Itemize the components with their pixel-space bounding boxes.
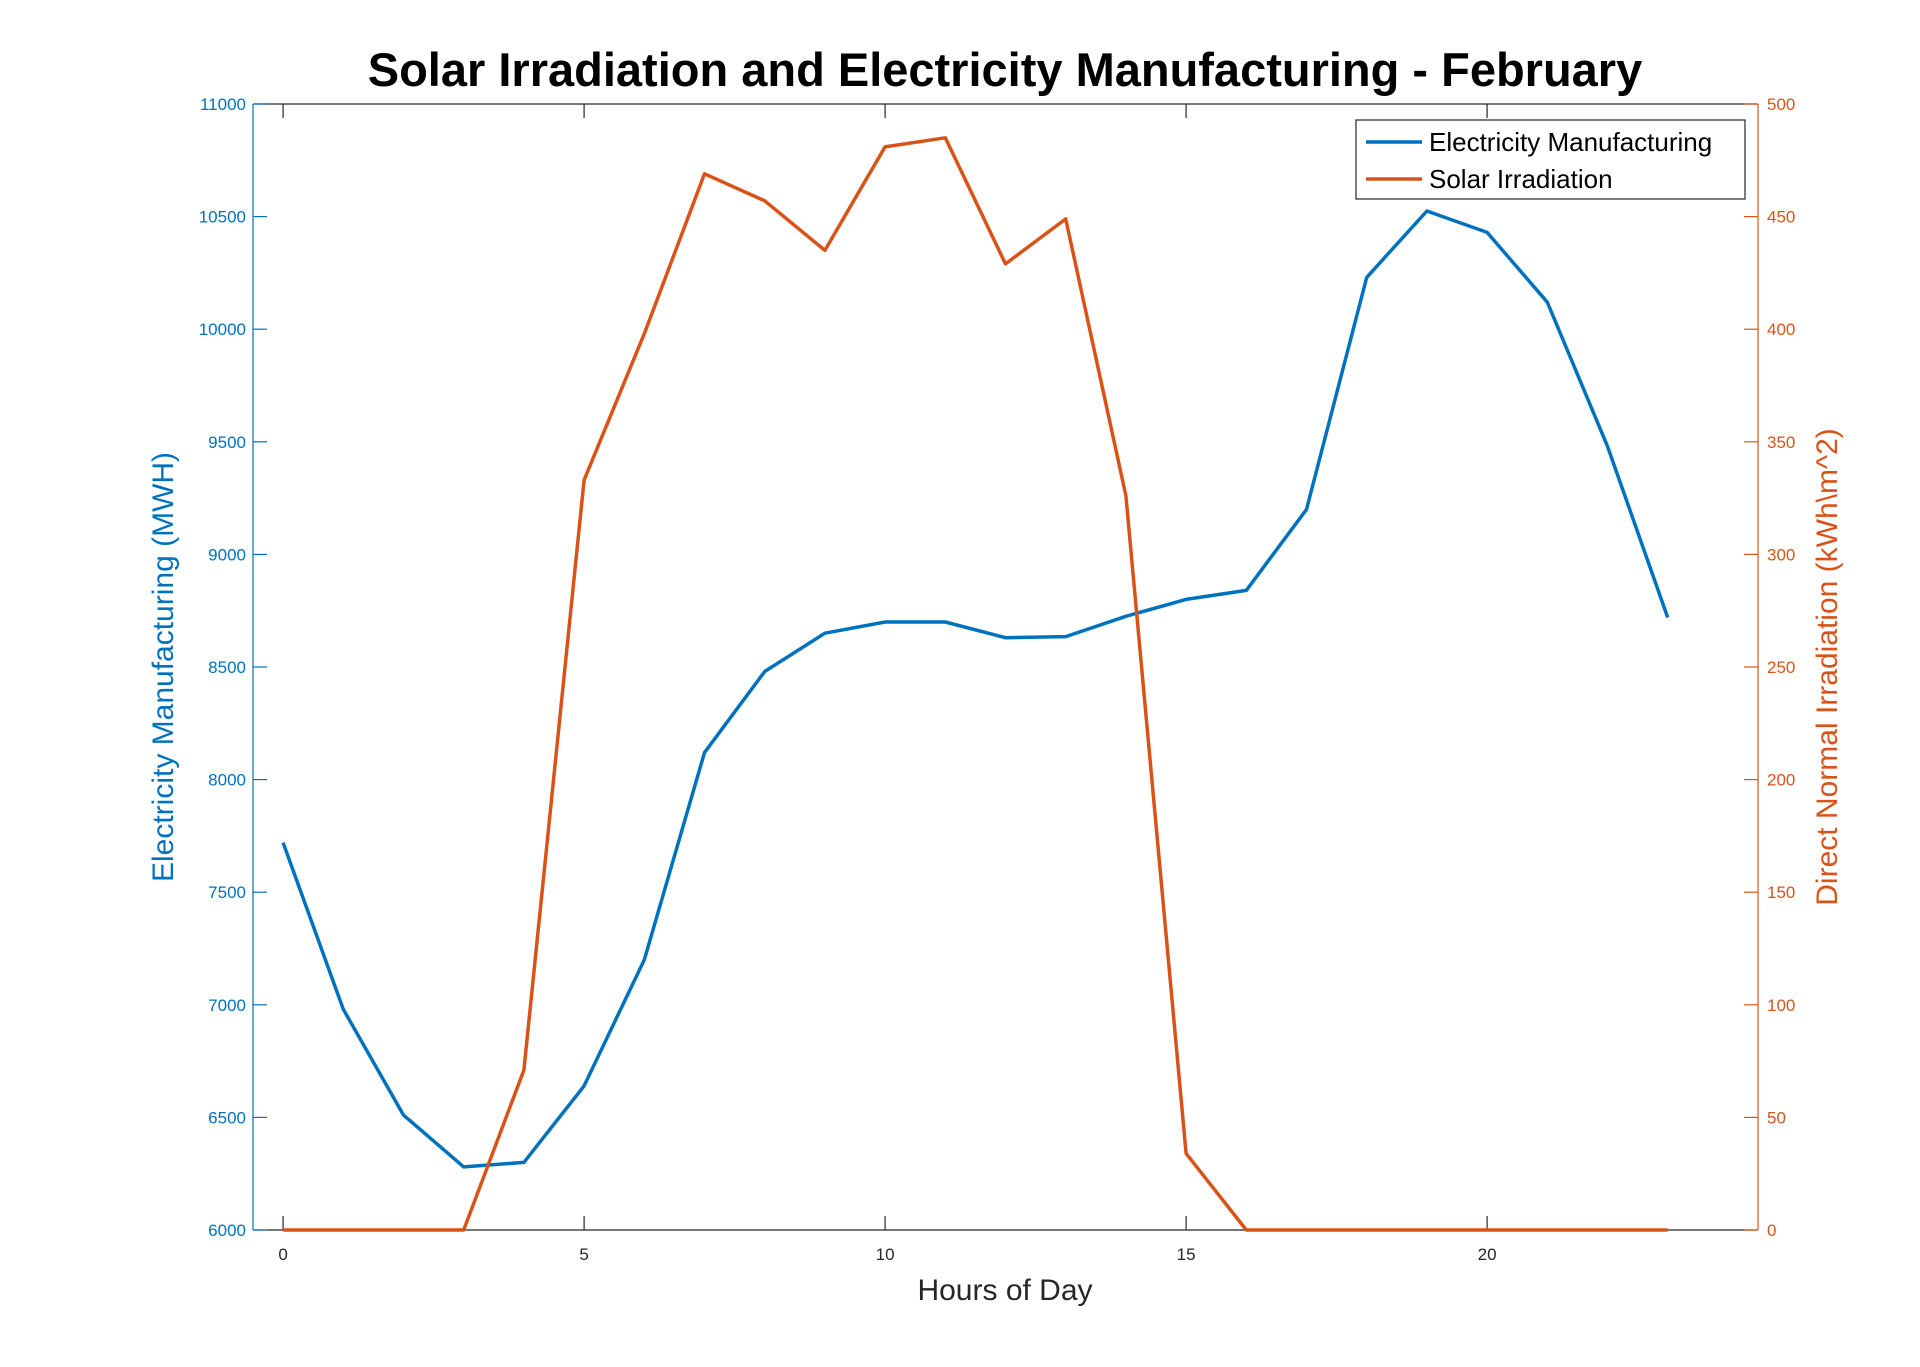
y-tick-label-left: 8500 — [208, 658, 246, 677]
y-tick-label-left: 10000 — [199, 320, 246, 339]
legend: Electricity Manufacturing Solar Irradiat… — [1355, 119, 1746, 200]
y-tick-label-right: 0 — [1767, 1221, 1776, 1240]
x-axis-label: Hours of Day — [917, 1274, 1092, 1307]
x-tick-label: 0 — [278, 1245, 287, 1264]
legend-label-solar: Solar Irradiation — [1429, 164, 1613, 194]
x-tick-label: 5 — [579, 1245, 588, 1264]
y-tick-label-right: 100 — [1767, 996, 1795, 1015]
y-tick-label-left: 7500 — [208, 883, 246, 902]
legend-box — [1355, 119, 1746, 200]
series-lines — [281, 136, 1670, 1232]
y-tick-label-right: 200 — [1767, 771, 1795, 790]
axes — [252, 103, 1759, 1231]
y-tick-label-right: 150 — [1767, 883, 1795, 902]
series-line-solar — [283, 136, 1668, 1232]
y-tick-label-right: 350 — [1767, 433, 1795, 452]
y-tick-label-right: 400 — [1767, 320, 1795, 339]
y-tick-label-right: 450 — [1767, 208, 1795, 227]
y-tick-label-left: 6500 — [208, 1108, 246, 1127]
y-tick-label-left: 7000 — [208, 996, 246, 1015]
x-tick-label: 15 — [1177, 1245, 1196, 1264]
y-tick-label-left: 9500 — [208, 433, 246, 452]
y-axis-label-left: Electricity Manufacturing (MWH) — [147, 452, 180, 882]
y-axis-label-right: Direct Normal Irradiation (kWh\m^2) — [1811, 428, 1844, 906]
y-tick-label-left: 8000 — [208, 771, 246, 790]
y-tick-label-right: 500 — [1767, 95, 1795, 114]
series-line-electricity — [281, 209, 1670, 1169]
y-tick-label-left: 10500 — [199, 208, 246, 227]
x-tick-label: 10 — [876, 1245, 895, 1264]
legend-label-electricity: Electricity Manufacturing — [1429, 127, 1712, 157]
chart-title: Solar Irradiation and Electricity Manufa… — [368, 43, 1643, 96]
x-tick-label: 20 — [1478, 1245, 1497, 1264]
y-tick-label-left: 9000 — [208, 545, 246, 564]
y-tick-label-left: 11000 — [200, 95, 246, 114]
y-tick-label-right: 300 — [1767, 545, 1795, 564]
y-tick-label-right: 50 — [1767, 1108, 1786, 1127]
tick-labels: 0 5 10 15 20 6000 6500 7000 7500 8000 8500 9000 9500… — [199, 95, 1796, 1264]
y-tick-label-right: 250 — [1767, 658, 1795, 677]
y-tick-label-left: 6000 — [208, 1221, 246, 1240]
